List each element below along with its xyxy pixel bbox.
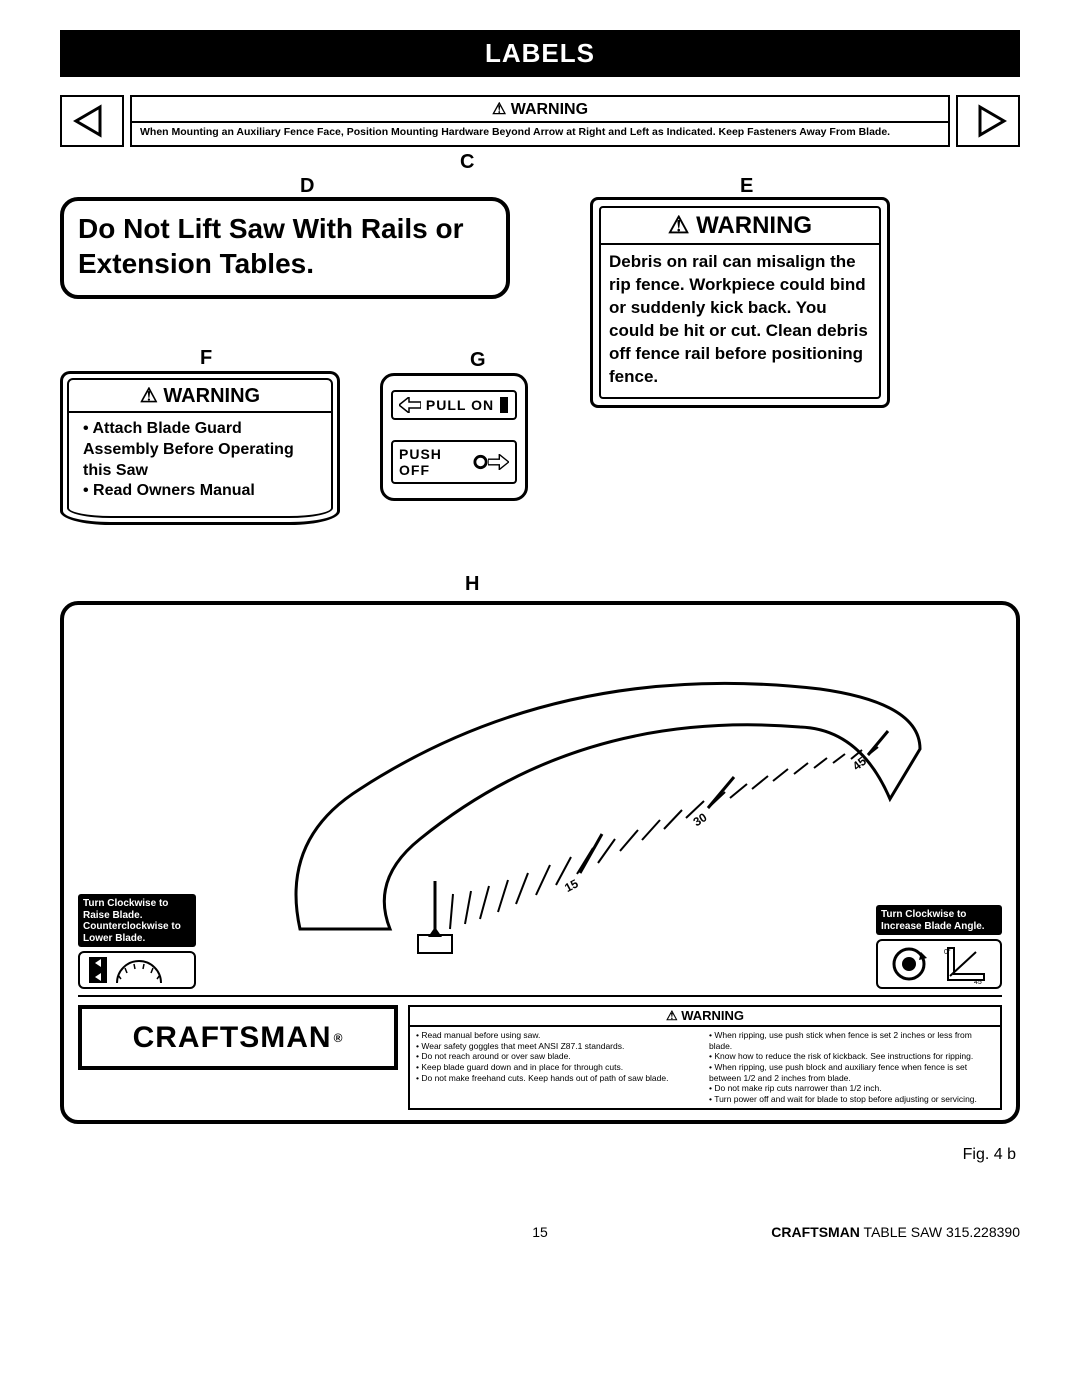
- push-off-row: PUSH OFF: [391, 440, 517, 484]
- bevel-range-icon: 0° 45°: [944, 944, 988, 984]
- arrow-left-icon: [70, 103, 114, 139]
- label-e-body: Debris on rail can misalign the rip fenc…: [601, 245, 879, 397]
- label-f-title: ⚠ WARNING: [69, 380, 331, 413]
- top-warning-row: ⚠ WARNING When Mounting an Auxiliary Fen…: [60, 95, 1020, 147]
- warning-item: Do not make rip cuts narrower than 1/2 i…: [709, 1083, 994, 1094]
- footer-brand: CRAFTSMAN: [771, 1224, 860, 1240]
- push-off-text: PUSH OFF: [399, 446, 473, 478]
- top-warning-title: ⚠ WARNING: [132, 97, 948, 123]
- letter-f: F: [200, 347, 212, 370]
- warning-item: Turn power off and wait for blade to sto…: [709, 1094, 994, 1105]
- letter-e: E: [740, 175, 753, 198]
- raise-blade-pill: Turn Clockwise to Raise Blade. Countercl…: [78, 894, 196, 947]
- section-header: LABELS: [60, 30, 1020, 77]
- labels-grid: C D E F G H Do Not Lift Saw With Rails o…: [60, 153, 1020, 593]
- letter-h: H: [465, 573, 479, 596]
- warning-item: Do not make freehand cuts. Keep hands ou…: [416, 1073, 701, 1084]
- label-h-warning-body: Read manual before using saw. Wear safet…: [410, 1027, 1000, 1108]
- label-e-title: ⚠ WARNING: [601, 208, 879, 245]
- warnings-right-col: When ripping, use push stick when fence …: [709, 1030, 994, 1104]
- arrow-right-box: [956, 95, 1020, 147]
- warning-item: Wear safety goggles that meet ANSI Z87.1…: [416, 1041, 701, 1052]
- label-f-item: Read Owners Manual: [83, 481, 321, 502]
- bevel-gauge-svg: 0 15 30 45: [78, 619, 1002, 989]
- tick-30: 30: [691, 810, 710, 829]
- label-d-box: Do Not Lift Saw With Rails or Extension …: [60, 197, 510, 299]
- switch-off-icon: [473, 454, 488, 470]
- svg-text:45°: 45°: [974, 978, 985, 984]
- switch-on-icon: [499, 396, 509, 414]
- letter-g: G: [470, 349, 486, 372]
- raise-blade-icon: [87, 955, 187, 985]
- label-h-warning-title: ⚠ WARNING: [410, 1007, 1000, 1027]
- top-warning-text: When Mounting an Auxiliary Fence Face, P…: [132, 123, 948, 144]
- label-e-box: ⚠ WARNING Debris on rail can misalign th…: [590, 197, 890, 408]
- arrow-right-icon: [488, 454, 509, 470]
- label-f-box: ⚠ WARNING Attach Blade Guard Assembly Be…: [60, 371, 340, 571]
- tick-15: 15: [562, 876, 581, 895]
- label-h-box: 0 15 30 45 Turn Clockwise to Raise Blade…: [60, 601, 1020, 1124]
- warning-item: Read manual before using saw.: [416, 1030, 701, 1041]
- letter-c: C: [460, 151, 474, 174]
- warning-item: Do not reach around or over saw blade.: [416, 1051, 701, 1062]
- label-h-footer: CRAFTSMAN® ⚠ WARNING Read manual before …: [78, 995, 1002, 1110]
- angle-pill: Turn Clockwise to Increase Blade Angle.: [876, 905, 1002, 935]
- letter-d: D: [300, 175, 314, 198]
- warnings-left-col: Read manual before using saw. Wear safet…: [416, 1030, 701, 1104]
- warning-item: When ripping, use push block and auxilia…: [709, 1062, 994, 1083]
- arrow-left-box: [60, 95, 124, 147]
- label-f-item: Attach Blade Guard Assembly Before Opera…: [83, 419, 321, 481]
- brand-text: CRAFTSMAN: [133, 1021, 332, 1055]
- top-warning-box: ⚠ WARNING When Mounting an Auxiliary Fen…: [130, 95, 950, 147]
- page-number: 15: [532, 1224, 548, 1240]
- label-h-warning: ⚠ WARNING Read manual before using saw. …: [408, 1005, 1002, 1110]
- arrow-left-icon: [399, 397, 421, 413]
- bevel-gauge: 0 15 30 45 Turn Clockwise to Raise Blade…: [78, 619, 1002, 989]
- label-f-body: Attach Blade Guard Assembly Before Opera…: [69, 413, 331, 516]
- raise-blade-control: [78, 951, 196, 989]
- warning-item: Know how to reduce the risk of kickback.…: [709, 1051, 994, 1062]
- page-footer: 15 CRAFTSMAN TABLE SAW 315.228390: [60, 1224, 1020, 1246]
- warning-item: Keep blade guard down and in place for t…: [416, 1062, 701, 1073]
- footer-model: TABLE SAW 315.228390: [860, 1224, 1020, 1240]
- pull-on-row: PULL ON: [391, 390, 517, 420]
- footer-right: CRAFTSMAN TABLE SAW 315.228390: [771, 1224, 1020, 1240]
- angle-knob-icon: [891, 946, 927, 982]
- figure-caption: Fig. 4 b: [60, 1146, 1016, 1164]
- arrow-right-icon: [966, 103, 1010, 139]
- warning-item: When ripping, use push stick when fence …: [709, 1030, 994, 1051]
- registered-mark: ®: [334, 1031, 344, 1045]
- craftsman-logo: CRAFTSMAN®: [78, 1005, 398, 1070]
- svg-text:0°: 0°: [944, 948, 951, 956]
- label-g-switch: PULL ON PUSH OFF: [380, 373, 528, 501]
- angle-control: 0° 45°: [876, 939, 1002, 989]
- pull-on-text: PULL ON: [426, 397, 494, 413]
